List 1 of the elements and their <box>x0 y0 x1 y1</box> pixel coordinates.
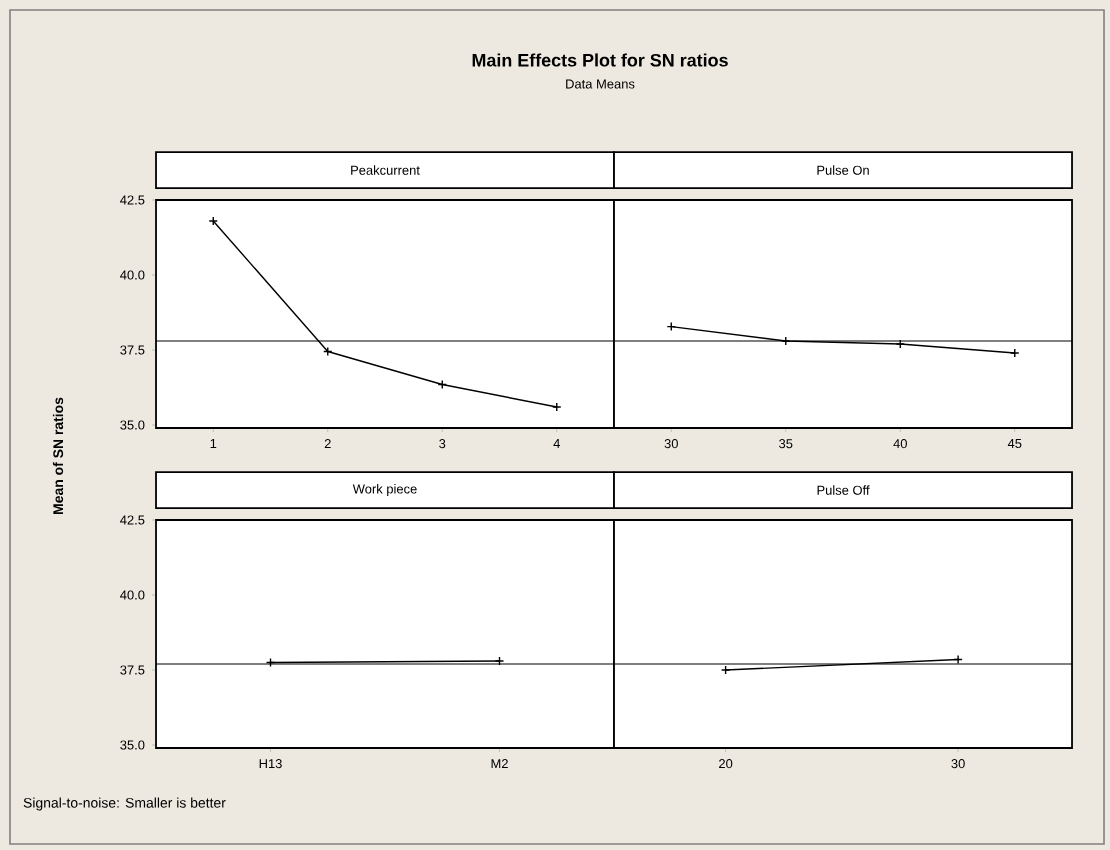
text: Main Effects Plot for SN ratios <box>472 53 728 67</box>
